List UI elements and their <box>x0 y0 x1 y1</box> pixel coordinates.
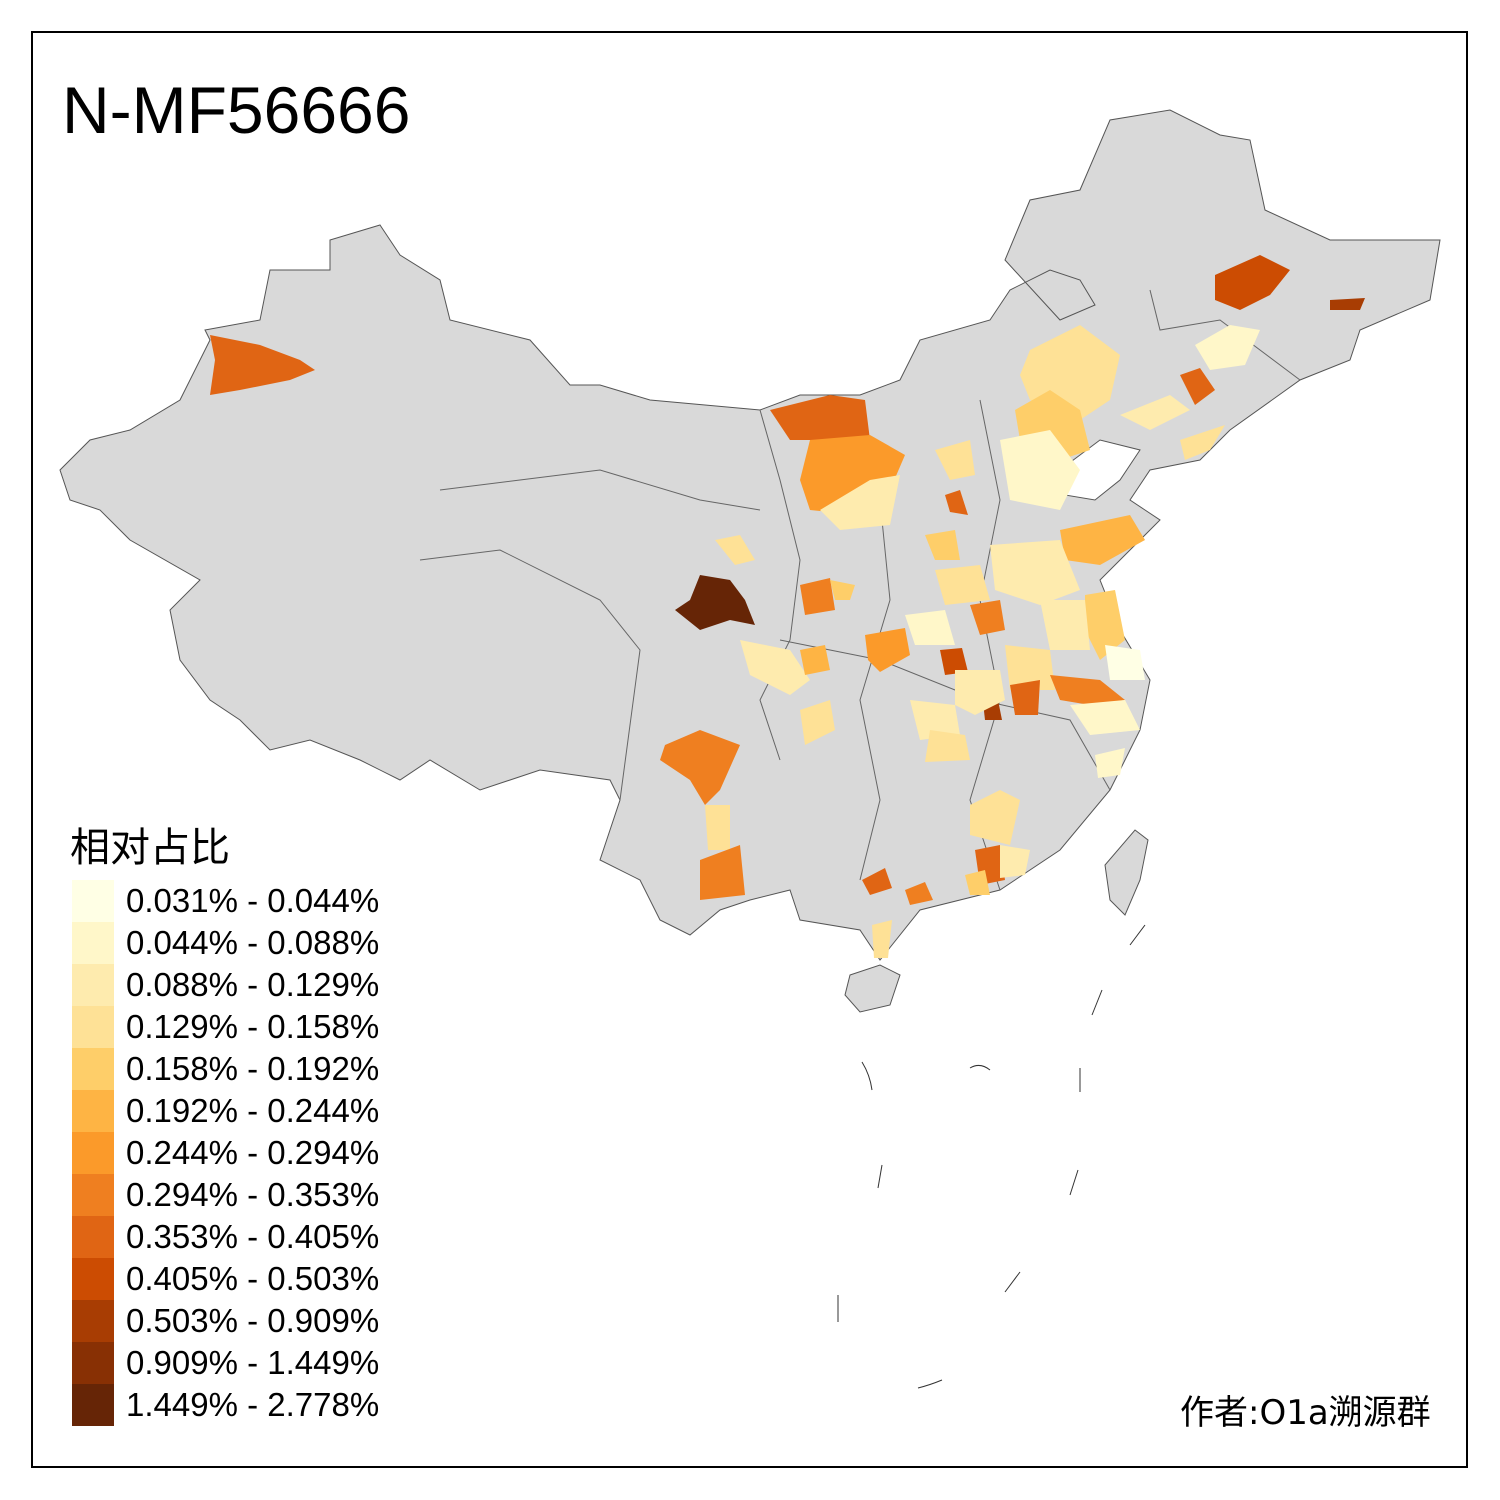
legend-item: 0.294% - 0.353% <box>72 1174 379 1216</box>
hainan-island <box>844 964 901 1013</box>
region-sichuan <box>740 640 810 695</box>
map-frame <box>31 31 1468 1468</box>
south-china-sea-islands <box>837 924 1146 1389</box>
legend-swatch <box>72 1258 114 1300</box>
region-shaanxi-north <box>820 475 900 530</box>
legend-swatch <box>72 1216 114 1258</box>
legend-label: 0.044% - 0.088% <box>126 924 380 961</box>
legend-item: 0.353% - 0.405% <box>72 1216 379 1258</box>
legend-label: 0.353% - 0.405% <box>126 1218 380 1255</box>
legend-label: 0.088% - 0.129% <box>126 966 380 1003</box>
legend-label: 0.031% - 0.044% <box>126 882 380 919</box>
legend-label: 0.244% - 0.294% <box>126 1134 380 1171</box>
region-inner-mongolia-west <box>770 395 870 440</box>
legend: 0.031% - 0.044% 0.044% - 0.088% 0.088% - 0… <box>72 880 379 1426</box>
author-credit: 作者:O1a溯源群 <box>1180 1393 1431 1433</box>
legend-item: 1.449% - 2.778% <box>72 1384 379 1426</box>
region-yunnan-mid <box>705 805 730 850</box>
region-zhejiang-orange <box>1050 675 1125 705</box>
legend-swatch <box>72 1090 114 1132</box>
legend-label: 0.405% - 0.503% <box>126 1260 380 1297</box>
legend-item: 0.129% - 0.158% <box>72 1006 379 1048</box>
legend-item: 0.909% - 1.449% <box>72 1342 379 1384</box>
region-fujian <box>1000 845 1030 878</box>
legend-item: 0.244% - 0.294% <box>72 1132 379 1174</box>
region-heilongjiang-east <box>1330 298 1365 310</box>
legend-swatch <box>72 1174 114 1216</box>
taiwan-island <box>1104 829 1149 916</box>
region-dalian <box>1180 425 1225 460</box>
legend-label: 0.192% - 0.244% <box>126 1092 380 1129</box>
legend-swatch <box>72 922 114 964</box>
region-guangdong <box>905 882 933 905</box>
mainland-china <box>59 109 1441 961</box>
legend-swatch <box>72 1300 114 1342</box>
region-chongqing <box>800 700 835 745</box>
region-liaoning <box>1180 368 1215 405</box>
legend-swatch <box>72 964 114 1006</box>
legend-label: 0.503% - 0.909% <box>126 1302 380 1339</box>
region-hubei-east <box>1005 645 1055 690</box>
region-sichuan-orange <box>800 645 830 675</box>
region-guangxi <box>862 868 892 895</box>
legend-label: 1.449% - 2.778% <box>126 1386 380 1423</box>
legend-item: 0.044% - 0.088% <box>72 922 379 964</box>
region-guizhou <box>910 700 960 740</box>
legend-title: 相对占比 <box>70 825 230 871</box>
legend-swatch <box>72 1006 114 1048</box>
region-jiangxi <box>970 790 1020 845</box>
legend-swatch <box>72 1342 114 1384</box>
legend-swatch <box>72 1132 114 1174</box>
legend-item: 0.405% - 0.503% <box>72 1258 379 1300</box>
region-anhui <box>1040 600 1090 650</box>
region-shanghai <box>1105 645 1145 680</box>
region-heilongjiang <box>1215 255 1290 310</box>
region-leizhou <box>872 920 892 958</box>
legend-item: 0.158% - 0.192% <box>72 1048 379 1090</box>
region-qinghai-hot <box>675 575 755 630</box>
region-liaoning-west <box>1120 395 1190 430</box>
legend-label: 0.294% - 0.353% <box>126 1176 380 1213</box>
region-ili <box>210 335 315 395</box>
legend-swatch <box>72 880 114 922</box>
region-jilin <box>1195 325 1260 370</box>
region-beijing-area <box>1000 430 1080 510</box>
region-hubei-west <box>905 610 955 645</box>
region-yunnan-south <box>700 845 745 900</box>
region-shanxi <box>935 440 975 480</box>
region-hunan-south <box>925 730 970 762</box>
legend-swatch <box>72 1384 114 1426</box>
legend-item: 0.031% - 0.044% <box>72 880 379 922</box>
legend-label: 0.129% - 0.158% <box>126 1008 380 1045</box>
legend-item: 0.503% - 0.909% <box>72 1300 379 1342</box>
legend-label: 0.158% - 0.192% <box>126 1050 380 1087</box>
region-hunan <box>955 670 1005 715</box>
region-gansu-yellow <box>830 580 855 600</box>
region-gansu-orange <box>800 578 835 615</box>
legend-item: 0.192% - 0.244% <box>72 1090 379 1132</box>
region-henan-north <box>990 540 1080 605</box>
region-sichuan-north <box>865 628 910 672</box>
legend-label: 0.909% - 1.449% <box>126 1344 380 1381</box>
legend-swatch <box>72 1048 114 1090</box>
map-title: N-MF56666 <box>62 73 411 147</box>
region-yunnan-north <box>660 730 740 805</box>
region-shandong <box>1060 515 1145 565</box>
region-gansu <box>715 535 755 565</box>
region-hubei-dark <box>940 648 968 675</box>
region-guangdong-east <box>965 870 990 895</box>
region-henan-yellow <box>925 530 960 560</box>
colored-regions <box>210 255 1365 958</box>
region-hunan-orange <box>1010 680 1040 715</box>
legend-item: 0.088% - 0.129% <box>72 964 379 1006</box>
region-fujian-coast <box>1095 748 1125 778</box>
region-shanxi-orange <box>945 490 968 515</box>
region-zhejiang <box>1070 700 1140 735</box>
region-henan-south <box>970 600 1005 635</box>
region-henan-west <box>935 565 990 605</box>
region-jiangsu <box>1085 590 1125 660</box>
